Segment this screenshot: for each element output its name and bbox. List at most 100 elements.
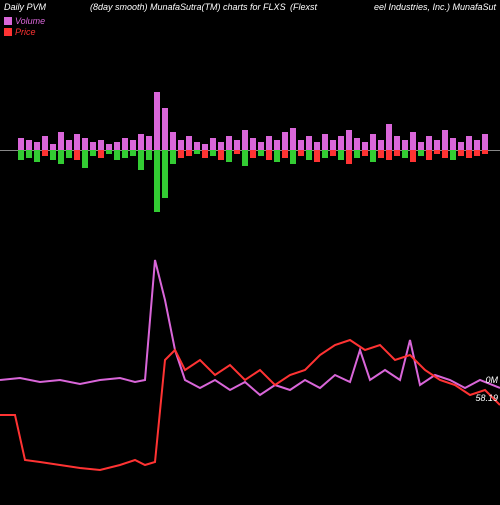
volume-bar-up: [146, 136, 152, 150]
volume-bar-down: [170, 150, 176, 164]
volume-bar-down: [242, 150, 248, 166]
line-series-volume_line: [0, 260, 500, 395]
volume-bar-down: [226, 150, 232, 162]
volume-bar-down: [354, 150, 360, 158]
volume-bar-down: [258, 150, 264, 156]
volume-bar-down: [386, 150, 392, 160]
volume-bar-up: [234, 140, 240, 150]
volume-bar-up: [98, 140, 104, 150]
volume-bar-down: [218, 150, 224, 160]
volume-bar-up: [274, 140, 280, 150]
volume-bar-up: [34, 142, 40, 150]
volume-bar-down: [402, 150, 408, 158]
volume-bar-up: [362, 142, 368, 150]
volume-bar-up: [378, 140, 384, 150]
volume-bar-up: [306, 136, 312, 150]
volume-bar-down: [370, 150, 376, 162]
volume-bar-down: [90, 150, 96, 156]
volume-bar-up: [122, 138, 128, 150]
volume-bar-up: [90, 142, 96, 150]
volume-bar-up: [170, 132, 176, 150]
volume-bar-up: [298, 140, 304, 150]
volume-bar-up: [114, 142, 120, 150]
volume-bar-up: [66, 140, 72, 150]
volume-bar-down: [138, 150, 144, 170]
volume-bar-up: [290, 128, 296, 150]
volume-bar-down: [202, 150, 208, 158]
line-chart-svg: [0, 230, 500, 500]
volume-bar-down: [162, 150, 168, 198]
volume-bar-up: [138, 134, 144, 150]
volume-bar-down: [194, 150, 200, 154]
volume-bar-down: [146, 150, 152, 160]
header-right-label: eel Industries, Inc.) MunafaSut: [374, 2, 496, 12]
series-end-label-volume_line: 0M: [485, 375, 498, 385]
volume-bar-up: [226, 136, 232, 150]
volume-bar-down: [114, 150, 120, 160]
volume-bar-down: [346, 150, 352, 164]
volume-bar-up: [42, 136, 48, 150]
volume-bar-up: [434, 140, 440, 150]
volume-bar-chart: [0, 80, 500, 220]
volume-bar-down: [66, 150, 72, 158]
volume-bar-down: [442, 150, 448, 158]
volume-bar-up: [410, 132, 416, 150]
volume-bar-down: [330, 150, 336, 156]
volume-bar-up: [482, 134, 488, 150]
volume-bar-up: [354, 138, 360, 150]
volume-bar-up: [322, 134, 328, 150]
volume-bar-up: [330, 140, 336, 150]
volume-bar-up: [162, 108, 168, 150]
volume-bar-down: [322, 150, 328, 158]
volume-bar-up: [370, 134, 376, 150]
volume-bar-up: [266, 136, 272, 150]
volume-bar-down: [210, 150, 216, 156]
volume-bar-down: [482, 150, 488, 154]
volume-bar-down: [154, 150, 160, 212]
volume-bar-down: [58, 150, 64, 164]
volume-bar-down: [474, 150, 480, 156]
volume-bar-up: [210, 138, 216, 150]
chart-legend: Volume Price: [4, 16, 45, 38]
volume-bar-up: [154, 92, 160, 150]
volume-bar-up: [426, 136, 432, 150]
legend-item-price: Price: [4, 27, 45, 37]
volume-bar-up: [314, 142, 320, 150]
volume-bar-up: [394, 136, 400, 150]
legend-label-volume: Volume: [15, 16, 45, 26]
volume-bar-up: [218, 142, 224, 150]
volume-bar-up: [130, 140, 136, 150]
legend-swatch-price: [4, 28, 12, 36]
volume-bar-down: [122, 150, 128, 158]
volume-bar-down: [234, 150, 240, 154]
volume-bar-down: [450, 150, 456, 160]
volume-bar-up: [418, 142, 424, 150]
volume-bar-up: [346, 130, 352, 150]
volume-bar-down: [250, 150, 256, 158]
volume-bar-up: [18, 138, 24, 150]
volume-bar-down: [394, 150, 400, 156]
volume-bar-down: [314, 150, 320, 162]
volume-bar-down: [306, 150, 312, 160]
volume-bar-up: [58, 132, 64, 150]
chart-header: Daily PVM (8day smooth) MunafaSutra(TM) …: [0, 2, 500, 16]
volume-bar-down: [362, 150, 368, 156]
price-volume-line-chart: 0M58.19: [0, 230, 500, 500]
volume-bar-down: [290, 150, 296, 164]
line-series-price_line: [0, 340, 500, 470]
volume-bar-up: [458, 142, 464, 150]
volume-bar-down: [42, 150, 48, 156]
header-ticker-label: (Flexst: [290, 2, 317, 12]
volume-bar-down: [378, 150, 384, 158]
volume-bar-up: [74, 134, 80, 150]
volume-bar-down: [466, 150, 472, 158]
volume-bar-down: [130, 150, 136, 156]
volume-bar-up: [466, 136, 472, 150]
volume-bar-up: [194, 142, 200, 150]
volume-bar-down: [26, 150, 32, 158]
volume-bar-down: [458, 150, 464, 156]
volume-bar-down: [266, 150, 272, 160]
volume-bar-down: [82, 150, 88, 168]
volume-bar-up: [186, 136, 192, 150]
volume-bar-up: [178, 140, 184, 150]
